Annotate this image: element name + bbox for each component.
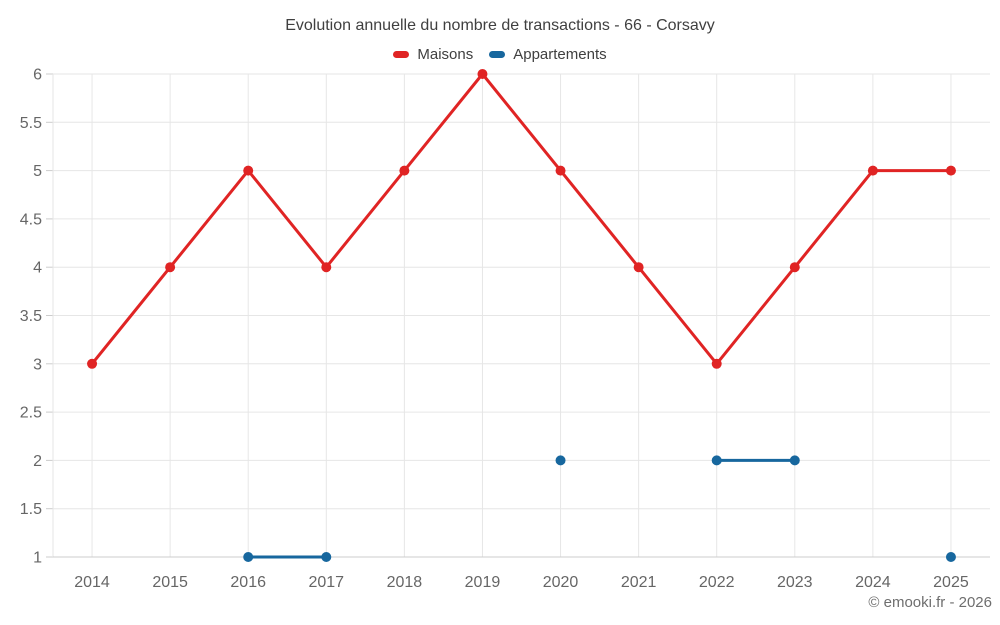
x-axis-label-2015: 2015 (152, 574, 188, 591)
x-axis-label-2021: 2021 (621, 574, 657, 591)
data-point-appartements-2017[interactable] (321, 552, 332, 562)
x-axis-label-2020: 2020 (543, 574, 579, 591)
copyright: © emooki.fr - 2026 (868, 594, 992, 611)
legend-marker-maisons (393, 50, 410, 58)
x-axis-label-2016: 2016 (230, 574, 266, 591)
y-axis-label: 5.5 (20, 115, 42, 132)
y-axis-label: 1.5 (20, 501, 42, 518)
x-axis-label-2024: 2024 (855, 574, 891, 591)
y-axis-label: 3.5 (20, 308, 42, 325)
data-point-appartements-2023[interactable] (789, 455, 800, 466)
data-point-appartements-2016[interactable] (243, 552, 254, 562)
y-axis-label: 3 (33, 356, 42, 373)
chart-title: Evolution annuelle du nombre de transact… (285, 17, 715, 34)
legend-label-maisons: Maisons (417, 45, 474, 63)
x-axis-label-2018: 2018 (387, 574, 423, 591)
data-point-maisons-2023[interactable] (789, 262, 800, 273)
data-point-maisons-2021[interactable] (633, 262, 644, 273)
data-point-maisons-2024[interactable] (867, 165, 878, 176)
data-point-maisons-2015[interactable] (165, 262, 176, 273)
y-axis-label: 6 (33, 67, 42, 84)
legend: Maisons Appartements (0, 45, 1000, 63)
x-axis-label-2022: 2022 (699, 574, 735, 591)
x-axis-label-2025: 2025 (933, 574, 969, 591)
y-axis-label: 5 (33, 163, 42, 180)
data-point-appartements-2022[interactable] (711, 455, 722, 466)
legend-item-appartements[interactable]: Appartements (489, 45, 607, 63)
x-axis-label-2017: 2017 (308, 574, 344, 591)
data-point-maisons-2020[interactable] (555, 165, 566, 176)
data-point-maisons-2022[interactable] (711, 358, 722, 369)
y-axis-label: 4 (33, 260, 42, 277)
legend-label-appartements: Appartements (513, 45, 607, 63)
y-axis-label: 2.5 (20, 405, 42, 422)
data-point-maisons-2016[interactable] (243, 165, 254, 176)
data-point-maisons-2025[interactable] (945, 165, 956, 176)
y-axis-label: 2 (33, 453, 42, 470)
legend-marker-appartements (489, 50, 506, 58)
data-point-maisons-2014[interactable] (87, 358, 98, 369)
data-point-maisons-2018[interactable] (399, 165, 410, 176)
series-line-maisons (90, 72, 953, 366)
data-point-maisons-2019[interactable] (477, 69, 488, 79)
y-axis-label: 4.5 (20, 211, 42, 228)
data-point-maisons-2017[interactable] (321, 262, 332, 273)
data-point-appartements-2025[interactable] (945, 552, 956, 562)
legend-item-maisons[interactable]: Maisons (393, 46, 473, 63)
x-axis-label-2019: 2019 (465, 574, 501, 591)
data-point-appartements-2020[interactable] (555, 455, 566, 466)
y-axis-label: 1 (33, 550, 42, 567)
x-axis-label-2014: 2014 (74, 574, 110, 591)
x-axis-label-2023: 2023 (777, 574, 813, 591)
